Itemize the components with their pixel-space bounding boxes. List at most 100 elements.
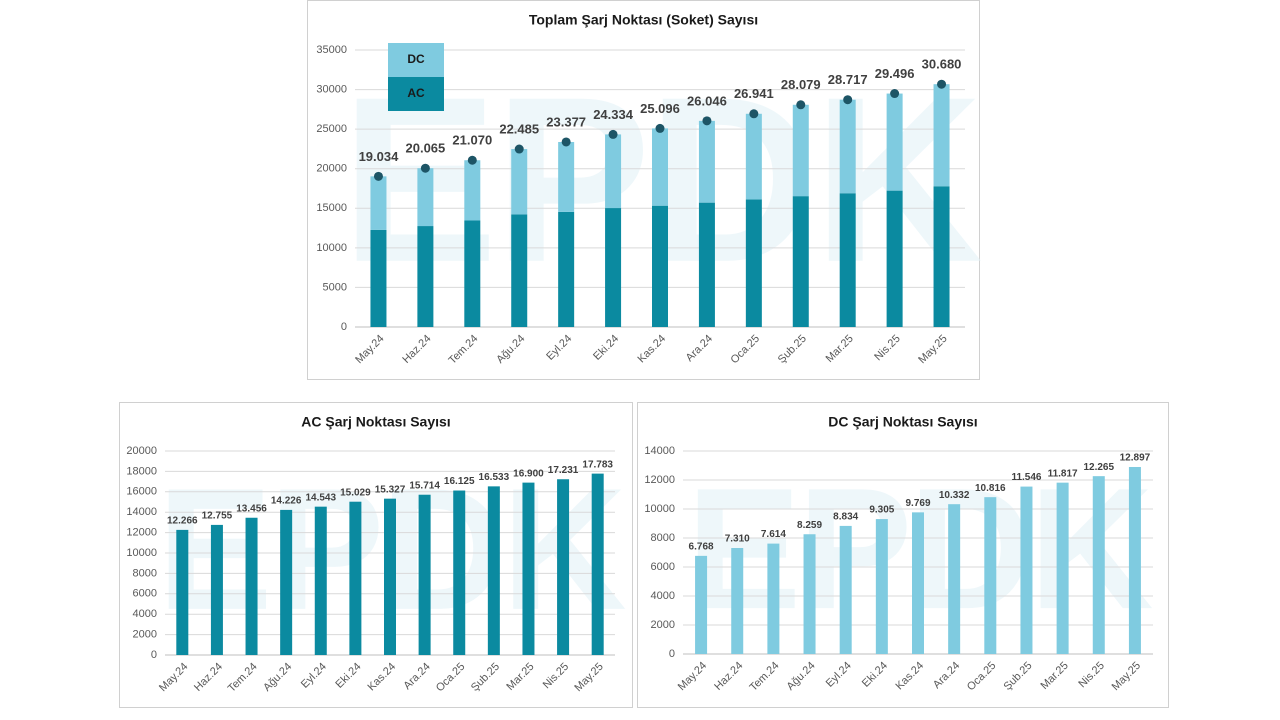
value-label: 9.305 xyxy=(869,505,894,516)
y-tick-label: 10000 xyxy=(644,503,675,515)
y-tick-label: 6000 xyxy=(651,561,675,573)
bar xyxy=(280,509,293,655)
value-label: 13.456 xyxy=(236,503,267,514)
legend-swatch xyxy=(388,77,444,111)
value-label: 14.226 xyxy=(271,496,302,507)
y-tick-label: 20000 xyxy=(126,445,157,457)
bar xyxy=(1092,476,1105,654)
y-tick-label: 20000 xyxy=(316,163,347,175)
total-label: 20.065 xyxy=(406,141,446,156)
total-dot xyxy=(749,109,759,119)
total-dot xyxy=(514,144,524,154)
value-label: 6.768 xyxy=(689,542,714,553)
total-label: 24.334 xyxy=(593,107,634,122)
bar-segment xyxy=(933,186,950,327)
value-label: 15.029 xyxy=(340,487,371,498)
y-tick-label: 14000 xyxy=(644,445,675,457)
bar-segment xyxy=(464,160,481,221)
bar xyxy=(1056,482,1069,654)
total-label: 30.680 xyxy=(922,57,962,72)
bar xyxy=(418,494,431,655)
total-dot xyxy=(843,95,853,105)
bar xyxy=(839,525,852,654)
total-dot xyxy=(937,79,947,89)
value-label: 7.310 xyxy=(725,534,750,545)
bar xyxy=(1128,466,1141,654)
y-tick-label: 30000 xyxy=(316,83,347,95)
bar-segment xyxy=(464,220,481,327)
bar-segment xyxy=(652,128,668,206)
y-tick-label: 12000 xyxy=(644,474,675,486)
bar xyxy=(767,543,780,654)
bar xyxy=(984,497,997,654)
total-label: 25.096 xyxy=(640,101,680,116)
bar xyxy=(557,479,570,655)
bar-segment xyxy=(605,134,622,209)
bar-segment xyxy=(417,168,434,227)
total-label: 29.496 xyxy=(875,66,915,81)
y-tick-label: 18000 xyxy=(126,465,157,477)
bar-segment xyxy=(839,193,856,327)
value-label: 9.769 xyxy=(905,498,930,509)
chart-frame xyxy=(119,402,633,708)
total-label: 26.941 xyxy=(734,86,774,101)
bar-segment xyxy=(745,199,762,327)
bar-segment xyxy=(792,196,809,327)
value-label: 10.816 xyxy=(975,483,1006,494)
total-dot xyxy=(702,116,712,126)
y-tick-label: 8000 xyxy=(133,567,157,579)
y-tick-label: 6000 xyxy=(133,588,157,600)
y-tick-label: 35000 xyxy=(316,44,347,56)
total-label: 26.046 xyxy=(687,93,727,108)
value-label: 16.125 xyxy=(444,476,475,487)
total-dot xyxy=(420,163,430,173)
bar-segment xyxy=(370,176,387,230)
chart-title: Toplam Şarj Noktası (Soket) Sayısı xyxy=(529,12,758,28)
chart-title: DC Şarj Noktası Sayısı xyxy=(828,414,977,430)
chart-frame xyxy=(637,402,1169,708)
bar-segment xyxy=(745,113,762,200)
legend-label: AC xyxy=(407,86,425,100)
bar xyxy=(210,524,223,655)
legend-swatch xyxy=(388,43,444,77)
bar xyxy=(1020,486,1033,654)
y-tick-label: 25000 xyxy=(316,123,347,135)
bar-segment xyxy=(933,84,950,187)
bar xyxy=(912,512,924,654)
bar xyxy=(695,555,708,654)
y-tick-label: 0 xyxy=(669,648,675,660)
value-label: 12.755 xyxy=(202,511,233,522)
bar-segment xyxy=(370,229,387,327)
y-tick-label: 10000 xyxy=(316,242,347,254)
bar xyxy=(384,498,396,655)
total-label: 19.034 xyxy=(359,149,400,164)
value-label: 14.543 xyxy=(305,492,336,503)
total-dot xyxy=(890,89,900,99)
bar xyxy=(487,486,500,655)
total-dot xyxy=(796,100,806,110)
bar xyxy=(591,473,604,655)
bar-segment xyxy=(698,120,715,203)
bar-segment xyxy=(698,202,715,327)
value-label: 16.900 xyxy=(513,468,544,479)
y-tick-label: 14000 xyxy=(126,506,157,518)
bar-segment xyxy=(792,104,809,197)
y-tick-label: 0 xyxy=(151,649,157,661)
total-label: 23.377 xyxy=(546,114,586,129)
total-dot xyxy=(608,129,618,139)
value-label: 15.714 xyxy=(409,480,440,491)
value-label: 16.533 xyxy=(479,472,510,483)
value-label: 10.332 xyxy=(939,490,970,501)
bar-segment xyxy=(652,205,668,327)
chart-title: AC Şarj Noktası Sayısı xyxy=(301,414,450,430)
value-label: 8.259 xyxy=(797,520,822,531)
y-tick-label: 2000 xyxy=(651,619,675,631)
value-label: 12.897 xyxy=(1120,453,1151,464)
bar-segment xyxy=(511,149,528,215)
value-label: 12.265 xyxy=(1083,462,1114,473)
bar xyxy=(875,519,888,654)
total-label: 28.717 xyxy=(828,72,868,87)
value-label: 15.327 xyxy=(375,484,406,495)
value-label: 17.231 xyxy=(548,465,579,476)
y-tick-label: 4000 xyxy=(651,590,675,602)
